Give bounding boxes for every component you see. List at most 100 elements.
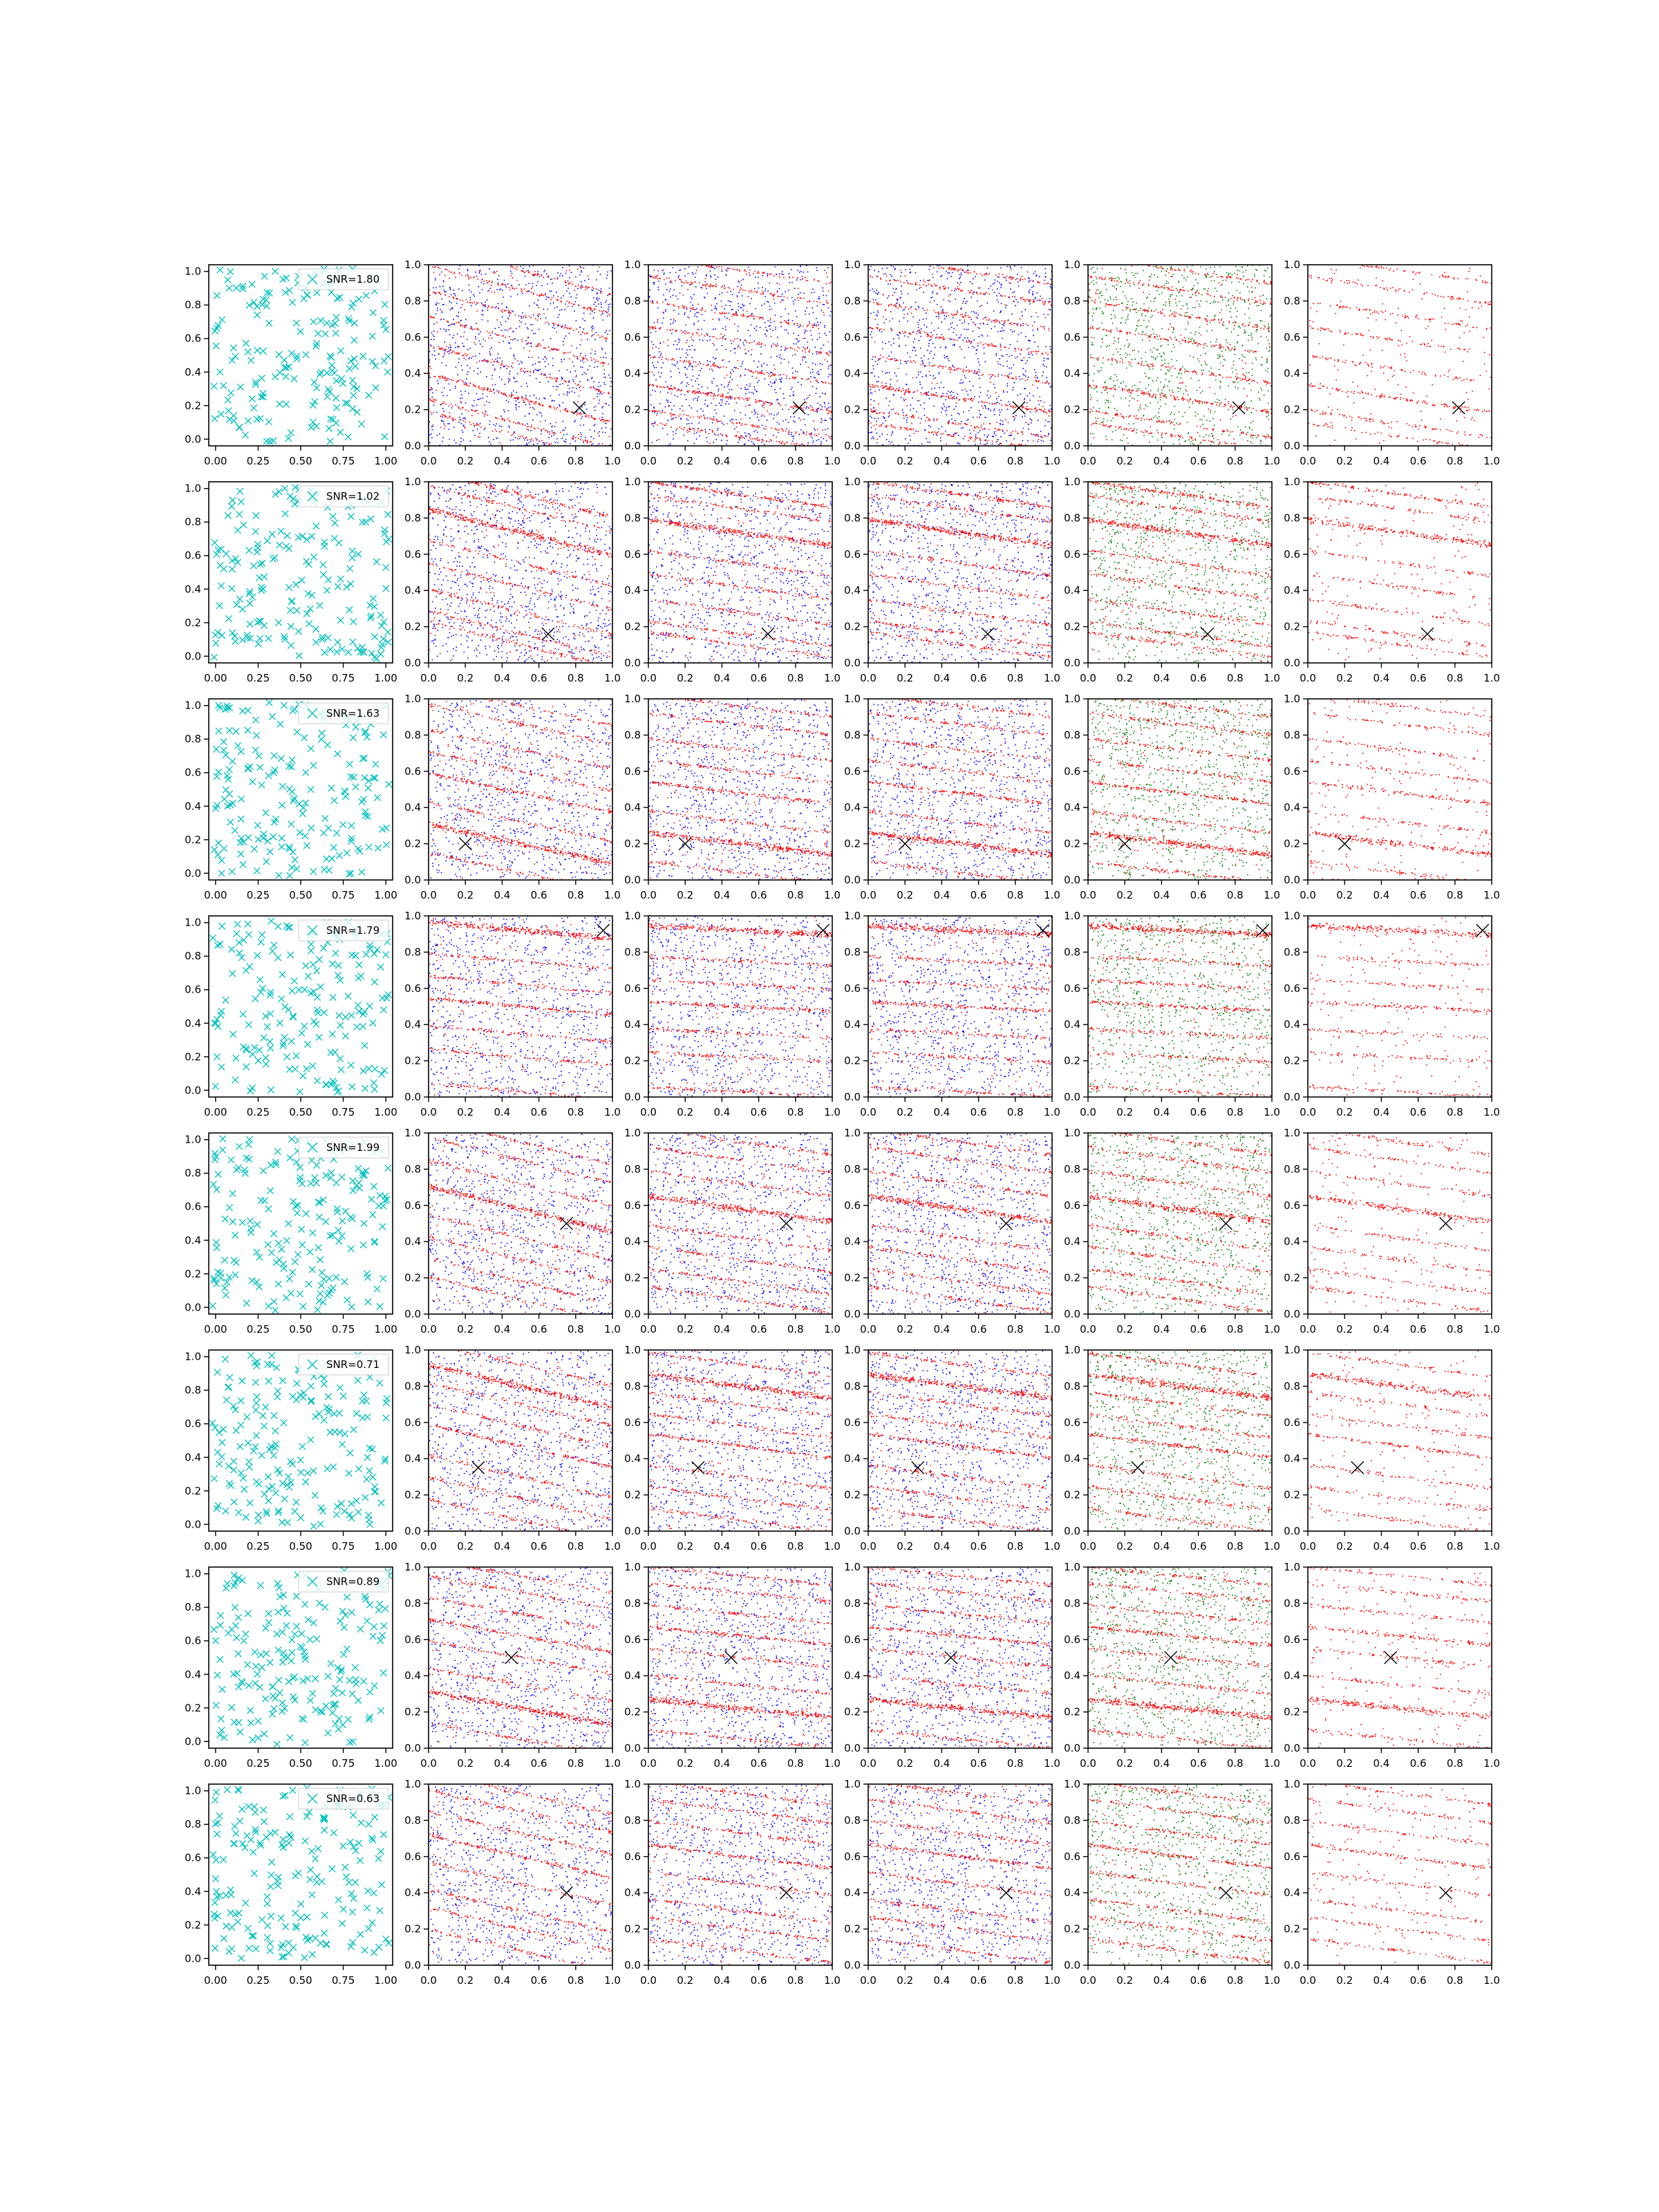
x-tick-label: 0.4 <box>713 672 730 684</box>
y-tick-label: 0.8 <box>1064 1380 1080 1392</box>
y-tick-label: 0.8 <box>185 516 201 528</box>
y-tick-label: 0.4 <box>844 1235 861 1248</box>
x-tick-label: 0.4 <box>1373 1106 1389 1118</box>
x-tick-label: 0.6 <box>1190 1974 1207 1987</box>
blue-points <box>429 1784 612 1965</box>
y-tick-label: 0.6 <box>404 1416 421 1429</box>
x-tick-label: 0.8 <box>568 889 584 901</box>
legend-cross-icon <box>307 1142 318 1153</box>
scatter-points <box>1088 482 1272 663</box>
axes-frame <box>1087 1783 1273 1966</box>
legend: SNR=0.89 <box>298 1571 389 1593</box>
cross-markers <box>209 1351 391 1530</box>
red-points <box>648 917 832 1097</box>
x-tick-label: 0.4 <box>1373 889 1389 901</box>
y-tick-label: 0.8 <box>185 1601 201 1613</box>
x-tick-label: 0.6 <box>751 1540 767 1553</box>
y-tick-label: 0.4 <box>1064 1235 1080 1248</box>
target-marker <box>724 1651 738 1665</box>
y-tick-label: 0.0 <box>404 1091 421 1103</box>
x-tick-label: 0.4 <box>494 1974 510 1987</box>
target-marker <box>471 1461 485 1474</box>
y-tick-label: 0.0 <box>1284 874 1300 886</box>
y-tick-label: 0.8 <box>1064 1814 1080 1826</box>
x-tick-label: 0.8 <box>787 1106 804 1118</box>
panel-r5-c1: 0.00 0.25 0.50 0.75 1.00 0.0 0.2 0.4 0.6 0.8 1.0 SN… <box>185 1132 397 1335</box>
target-marker <box>597 924 610 937</box>
panel-r1-c3: 0.0 0.2 0.4 0.6 0.8 1.0 0.0 0.2 0.4 0.6 0.8 1.0 <box>624 259 841 467</box>
axes-frame <box>428 698 613 881</box>
x-tick-label: 0.6 <box>1190 455 1207 467</box>
x-tick-label: 0.8 <box>1007 1323 1024 1335</box>
y-tick-label: 0.2 <box>185 617 201 629</box>
y-tick-label: 0.0 <box>185 1952 201 1965</box>
y-tick-label: 0.2 <box>844 404 861 416</box>
x-tick-label: 1.0 <box>1044 1540 1060 1553</box>
x-tick-label: 0.4 <box>933 455 950 467</box>
x-tick-label: 1.0 <box>604 1323 621 1335</box>
y-tick-label: 0.6 <box>185 767 201 779</box>
red-points <box>1088 1784 1272 1965</box>
y-tick-label: 0.2 <box>185 400 201 412</box>
blue-points <box>429 916 612 1097</box>
y-tick-label: 0.2 <box>1284 1055 1300 1067</box>
y-tick-label: 0.8 <box>404 946 421 958</box>
y-tick-label: 0.8 <box>1064 512 1080 524</box>
target-marker <box>560 1217 573 1230</box>
y-tick-label: 0.2 <box>1064 838 1080 850</box>
y-tick-label: 0.6 <box>185 1635 201 1647</box>
x-tick-label: 0.4 <box>1153 1323 1170 1335</box>
panel-r3-c2: 0.0 0.2 0.4 0.6 0.8 1.0 0.0 0.2 0.4 0.6 0.8 1.0 <box>404 693 621 901</box>
y-tick-label: 0.2 <box>1284 1706 1300 1718</box>
y-tick-label: 0.0 <box>844 657 861 669</box>
axes-frame <box>428 1566 613 1749</box>
target-marker <box>1439 1886 1452 1900</box>
red-points <box>1088 917 1272 1097</box>
y-tick-label: 1.0 <box>185 1134 201 1146</box>
x-tick-label: 0.4 <box>713 889 730 901</box>
panel-r7-c3: 0.0 0.2 0.4 0.6 0.8 1.0 0.0 0.2 0.4 0.6 0.8 1.0 <box>624 1561 841 1770</box>
x-tick-label: 0.00 <box>204 1323 227 1335</box>
y-tick-label: 1.0 <box>185 1351 201 1363</box>
x-tick-label: 1.0 <box>824 1106 841 1118</box>
red-points <box>648 482 832 662</box>
x-tick-label: 0.8 <box>787 672 804 684</box>
legend: SNR=0.63 <box>298 1788 389 1810</box>
y-tick-label: 0.0 <box>844 1091 861 1103</box>
scatter-points <box>1088 1784 1272 1965</box>
red-points <box>1088 482 1272 663</box>
y-tick-label: 1.0 <box>185 917 201 929</box>
y-tick-label: 0.4 <box>844 584 861 597</box>
x-tick-label: 0.6 <box>971 1323 987 1335</box>
y-tick-label: 1.0 <box>1064 910 1080 922</box>
panel-r7-c2: 0.0 0.2 0.4 0.6 0.8 1.0 0.0 0.2 0.4 0.6 0.8 1.0 <box>404 1561 621 1770</box>
y-tick-label: 0.4 <box>624 1235 641 1248</box>
red-points <box>429 916 612 1097</box>
x-tick-label: 0.0 <box>1300 672 1316 684</box>
x-tick-label: 1.0 <box>1264 1106 1280 1118</box>
y-tick-label: 1.0 <box>185 1785 201 1797</box>
x-tick-label: 1.0 <box>604 672 621 684</box>
x-tick-label: 1.00 <box>374 672 397 684</box>
x-tick-label: 0.0 <box>860 1323 877 1335</box>
y-tick-label: 0.8 <box>404 1380 421 1392</box>
x-tick-label: 0.2 <box>897 1974 913 1987</box>
y-tick-label: 0.0 <box>1284 1525 1300 1537</box>
y-tick-label: 0.6 <box>624 1199 641 1212</box>
scatter-points <box>1308 1133 1492 1313</box>
red-points <box>868 1784 1052 1965</box>
y-tick-label: 1.0 <box>624 1127 641 1139</box>
x-tick-label: 0.0 <box>640 1323 657 1335</box>
y-tick-label: 0.2 <box>844 1055 861 1067</box>
x-tick-label: 0.25 <box>247 1757 270 1770</box>
y-tick-label: 0.8 <box>1284 1380 1300 1392</box>
red-points <box>429 1133 612 1314</box>
x-tick-label: 0.4 <box>713 1540 730 1553</box>
y-tick-label: 0.4 <box>1284 801 1300 814</box>
blue-points <box>648 482 832 663</box>
x-tick-label: 0.75 <box>332 1757 355 1770</box>
x-tick-label: 1.00 <box>374 1106 397 1118</box>
x-tick-label: 0.6 <box>751 1757 767 1770</box>
red-points <box>429 1784 612 1965</box>
y-tick-label: 0.6 <box>844 548 861 561</box>
